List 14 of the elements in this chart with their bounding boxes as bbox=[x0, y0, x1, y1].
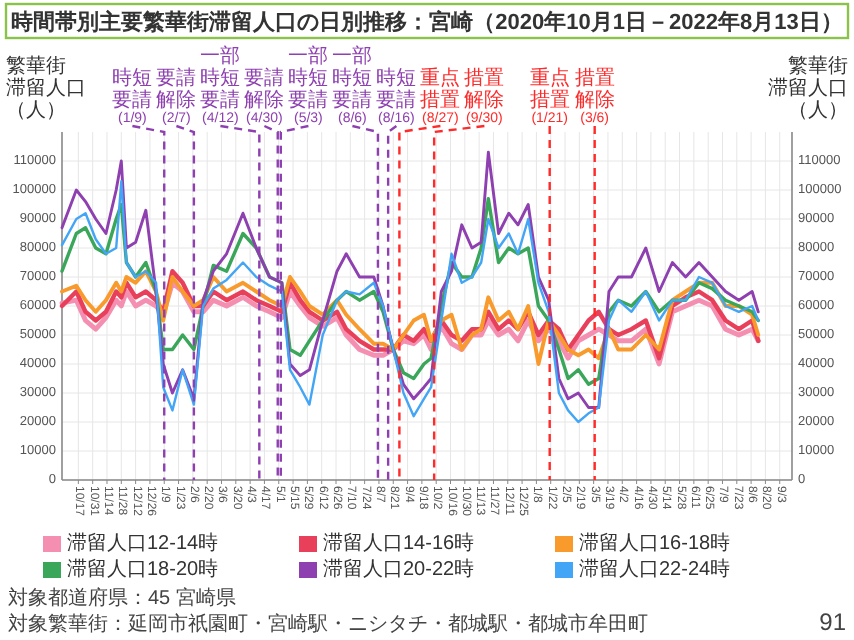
legend-label: 滞留人口22-24時 bbox=[579, 557, 731, 581]
legend-label: 滞留人口12-14時 bbox=[67, 531, 219, 555]
chart-title: 時間帯別主要繁華街滞留人口の日別推移：宮崎（2020年10月1日－2022年8月13日） bbox=[11, 9, 843, 35]
y2-axis-title: 繁華街滞留人口（人） bbox=[768, 54, 848, 122]
text: 対象都道府県：45 宮崎県 bbox=[8, 586, 236, 610]
y-axis-title: 繁華街滞留人口（人） bbox=[6, 54, 86, 122]
line-series bbox=[60, 180, 760, 424]
legend-label: 滞留人口14-16時 bbox=[323, 531, 475, 555]
text: 対象繁華街：延岡市祇園町・宮崎駅・ニシタチ・都城駅・都城市牟田町 bbox=[8, 612, 648, 636]
line-series bbox=[60, 197, 760, 386]
legend-label: 滞留人口18-20時 bbox=[67, 557, 219, 581]
legend-label: 滞留人口20-22時 bbox=[323, 557, 475, 581]
legend-label: 滞留人口16-18時 bbox=[579, 531, 731, 555]
text: 91 bbox=[819, 608, 847, 636]
